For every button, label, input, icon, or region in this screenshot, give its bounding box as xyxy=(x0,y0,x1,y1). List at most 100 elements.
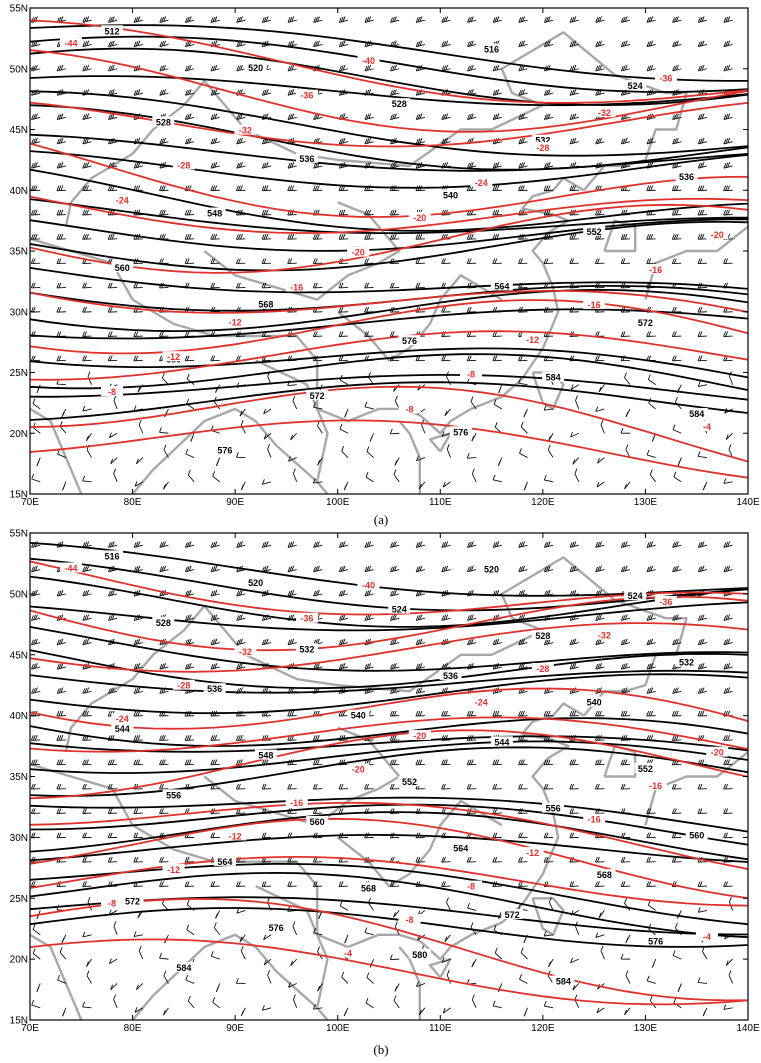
label-background xyxy=(470,696,493,707)
height-contour-line xyxy=(30,198,748,234)
temperature-contour-line xyxy=(30,290,748,314)
wind-barb xyxy=(548,958,554,968)
wind-barb xyxy=(471,958,477,968)
wind-barb xyxy=(210,663,220,670)
wind-barb xyxy=(82,162,92,169)
wind-barb xyxy=(697,137,708,145)
height-contour-label: 556 xyxy=(166,790,181,800)
wind-barb xyxy=(390,565,400,573)
label-background xyxy=(224,830,247,841)
wind-barb xyxy=(466,856,477,863)
height-contour-line xyxy=(30,871,748,939)
wind-barb xyxy=(697,258,707,265)
wind-barb xyxy=(518,355,528,362)
label-background xyxy=(439,669,462,680)
wind-barb xyxy=(82,759,92,766)
wind-barb xyxy=(138,419,144,434)
wind-barb xyxy=(723,16,733,23)
label-background xyxy=(306,815,329,826)
temperature-contour-line xyxy=(30,729,748,800)
x-tick-label: 130E xyxy=(634,1023,658,1034)
wind-barb xyxy=(441,355,451,362)
wind-barb xyxy=(492,856,502,863)
wind-barb xyxy=(647,374,656,386)
wind-barb xyxy=(187,995,195,1009)
wind-barb xyxy=(261,233,272,240)
label-background xyxy=(234,646,257,657)
wind-barb xyxy=(261,282,272,289)
wind-barb xyxy=(364,137,374,145)
wind-barb xyxy=(317,983,323,992)
wind-barb xyxy=(364,209,374,216)
temperature-contour-line xyxy=(30,142,748,218)
label-background xyxy=(213,444,236,455)
wind-barb xyxy=(338,233,348,240)
wind-barb xyxy=(159,40,169,48)
wind-barb xyxy=(210,541,220,548)
label-background xyxy=(162,789,185,800)
wind-barb xyxy=(598,384,605,393)
temperature-contour-label: -24 xyxy=(475,178,488,188)
x-tick-label: 130E xyxy=(634,497,658,508)
wind-barb xyxy=(570,957,579,964)
height-contour-label: 572 xyxy=(310,391,325,401)
label-background xyxy=(593,629,616,640)
wind-barb xyxy=(184,565,195,573)
wind-barb xyxy=(543,113,554,121)
wind-barb xyxy=(56,162,67,169)
wind-barb xyxy=(543,258,554,265)
label-background xyxy=(542,371,565,382)
wind-barb xyxy=(287,565,297,573)
wind-barb xyxy=(569,808,579,814)
temperature-contours xyxy=(30,19,748,479)
wind-barb xyxy=(697,663,708,670)
wind-barb xyxy=(467,16,477,23)
height-contour-label: 564 xyxy=(453,844,468,854)
wind-barb xyxy=(646,832,656,839)
wind-barb xyxy=(520,947,528,960)
wind-barb xyxy=(263,934,272,941)
wind-barb xyxy=(184,759,195,766)
wind-barb xyxy=(292,994,298,1008)
label-background xyxy=(152,616,175,627)
wind-barb xyxy=(723,1004,733,1010)
wind-barb xyxy=(261,479,272,485)
wind-barb xyxy=(620,258,631,265)
wind-barb xyxy=(595,565,605,573)
wind-barb xyxy=(263,958,272,966)
label-background xyxy=(203,683,226,694)
wind-barb xyxy=(86,970,92,984)
wind-barb xyxy=(82,475,92,483)
height-contour-line xyxy=(30,308,748,340)
wind-barb xyxy=(184,137,195,145)
wind-barb xyxy=(313,663,323,670)
wind-barb xyxy=(389,759,400,766)
wind-barb xyxy=(390,16,400,23)
wind-barb xyxy=(441,137,451,145)
x-axis-ticks: 70E 80E 90E 100E 110E 120E 130E 140E xyxy=(21,8,760,508)
wind-barb xyxy=(594,258,605,265)
height-contour-label: 576 xyxy=(269,923,284,933)
wind-barb xyxy=(697,687,708,694)
wind-barb xyxy=(235,282,246,289)
label-background xyxy=(295,152,318,163)
wind-barb xyxy=(649,469,657,483)
temperature-contour-label: -24 xyxy=(116,714,129,724)
wind-barb xyxy=(574,468,580,483)
label-background xyxy=(501,908,524,919)
wind-barb xyxy=(723,331,733,337)
wind-barb xyxy=(210,162,220,169)
label-background xyxy=(583,696,606,707)
wind-barb xyxy=(82,16,92,23)
y-tick-label: 25N xyxy=(10,368,28,379)
height-contour-label: 584 xyxy=(689,409,704,419)
wind-barb xyxy=(543,405,554,411)
wind-barb xyxy=(369,958,375,968)
wind-barb xyxy=(261,1005,272,1011)
wind-barb xyxy=(82,405,92,412)
wind-barb xyxy=(61,408,67,418)
wind-barb xyxy=(56,759,66,766)
wind-barb xyxy=(210,113,220,121)
wind-barb xyxy=(261,565,272,573)
height-contour-line xyxy=(30,381,748,421)
